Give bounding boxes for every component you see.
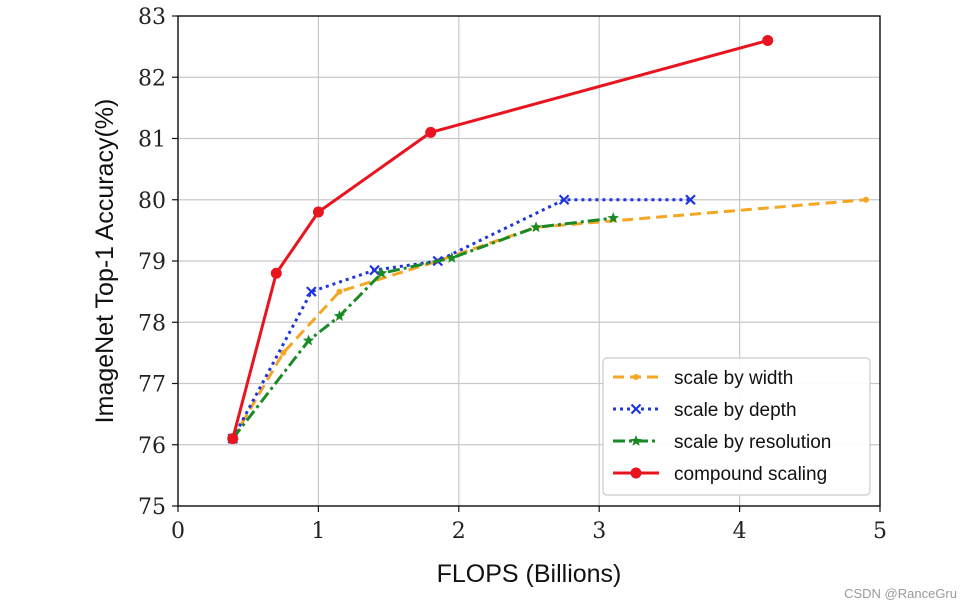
series-compound-scaling	[227, 35, 774, 445]
legend-swatch-marker	[630, 403, 642, 415]
x-tick-label: 4	[733, 519, 747, 544]
legend-swatch-marker	[630, 435, 642, 446]
series-lines	[227, 35, 869, 445]
y-tick-label: 78	[138, 311, 166, 336]
data-point	[558, 194, 570, 206]
data-point	[306, 286, 317, 297]
x-tick-label: 1	[311, 519, 325, 544]
data-point	[312, 206, 324, 218]
legend-entry: scale by resolution	[613, 432, 831, 453]
data-point	[302, 334, 315, 346]
data-point	[270, 267, 282, 279]
y-tick-label: 75	[138, 495, 166, 520]
axis-ticks: 0 1 2 3 4 5 75 76 77 78 79 80 81 82 83	[138, 5, 887, 544]
legend-label: scale by depth	[674, 400, 797, 421]
y-tick-label: 83	[138, 5, 166, 30]
y-axis-title: ImageNet Top-1 Accuracy(%)	[91, 99, 119, 424]
x-tick-label: 5	[873, 519, 887, 544]
data-point	[607, 212, 619, 223]
legend-swatch-marker	[630, 467, 642, 479]
y-tick-label: 76	[138, 434, 166, 459]
legend-entry: compound scaling	[613, 464, 827, 485]
legend-entry: scale by width	[613, 368, 793, 389]
y-tick-label: 80	[138, 189, 166, 214]
watermark: CSDN @RanceGru	[844, 586, 957, 601]
y-tick-label: 77	[138, 373, 166, 398]
x-tick-label: 0	[171, 519, 185, 544]
legend-box	[602, 357, 871, 496]
y-tick-label: 82	[138, 66, 166, 91]
x-axis-title: FLOPS (Billions)	[437, 560, 622, 588]
legend: scale by width scale by depth scale by res…	[602, 357, 871, 496]
legend-label: scale by width	[674, 368, 793, 389]
data-point	[227, 433, 239, 445]
data-point	[685, 194, 696, 206]
y-tick-label: 79	[138, 250, 166, 275]
data-point	[369, 264, 380, 276]
data-point	[862, 196, 869, 203]
data-point	[425, 126, 437, 138]
series-line	[231, 198, 867, 440]
x-tick-label: 3	[592, 519, 606, 544]
data-point	[530, 221, 542, 233]
data-point	[336, 288, 343, 295]
data-point	[446, 251, 458, 263]
data-point	[333, 310, 346, 321]
legend-label: compound scaling	[674, 464, 827, 485]
series-scale-by-resolution	[227, 212, 619, 444]
x-tick-label: 2	[452, 519, 466, 544]
legend-swatch-marker	[633, 374, 639, 380]
data-point	[762, 35, 774, 46]
legend-entry: scale by depth	[613, 400, 797, 421]
legend-label: scale by resolution	[674, 432, 831, 453]
data-point	[280, 349, 287, 356]
y-tick-label: 81	[138, 128, 166, 153]
data-point	[375, 267, 388, 279]
